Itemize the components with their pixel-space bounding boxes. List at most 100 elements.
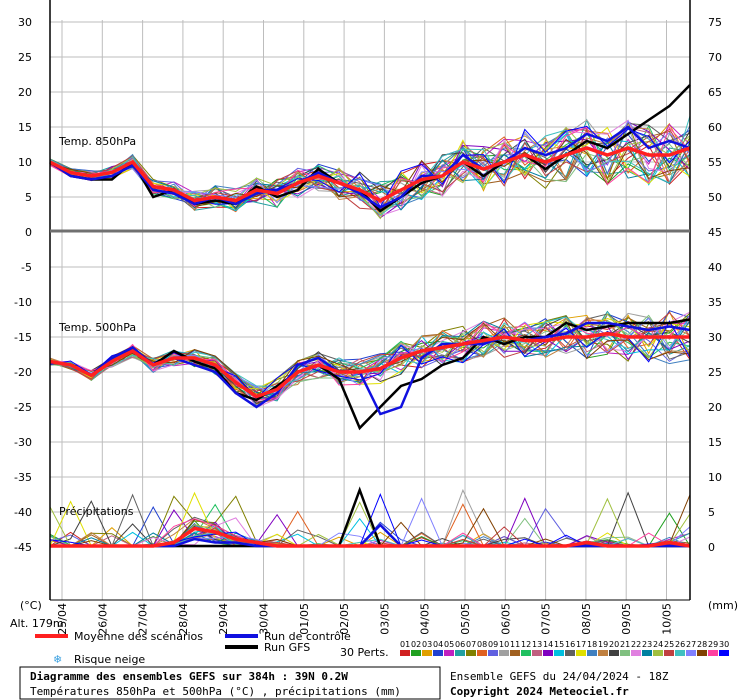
panel-label-t850: Temp. 850hPa (58, 135, 136, 148)
right-tick-label: 25 (708, 366, 722, 379)
member-legend-swatch (587, 650, 597, 656)
member-legend-label: 12 (521, 640, 531, 649)
member-legend-label: 15 (554, 640, 564, 649)
member-legend-label: 30 (719, 640, 729, 649)
legend-mean-label: Moyenne des scénarios (74, 630, 203, 643)
member-legend-swatch (565, 650, 575, 656)
member-legend-label: 27 (686, 640, 696, 649)
mean-line-t850 (49, 146, 691, 203)
chart-subtitle: Températures 850hPa et 500hPa (°C) , pré… (30, 685, 401, 698)
right-tick-label: 20 (708, 401, 722, 414)
x-tick-label: 27/04 (137, 603, 150, 635)
member-legend-swatch (697, 650, 707, 656)
member-legend-swatch (554, 650, 564, 656)
right-tick-label: 0 (708, 541, 715, 554)
right-tick-label: 30 (708, 331, 722, 344)
member-legend-swatch (433, 650, 443, 656)
member-legend-swatch (422, 650, 432, 656)
right-tick-label: 70 (708, 51, 722, 64)
member-legend-label: 13 (532, 640, 542, 649)
member-legend-label: 04 (433, 640, 443, 649)
title-box (19, 666, 441, 700)
x-tick-label: 28/04 (177, 603, 190, 635)
member-legend-label: 29 (708, 640, 718, 649)
x-axis-ticks: 25/04 26/04 27/04 28/04 29/04 30/04 01/05 02/05… (56, 603, 674, 635)
member-legend-label: 05 (444, 640, 454, 649)
left-axis-unit: (°C) (20, 599, 42, 612)
member-legend-label: 19 (598, 640, 608, 649)
member-line-t500 (49, 311, 691, 409)
member-legend-label: 17 (576, 640, 586, 649)
left-tick-label: -45 (14, 541, 32, 554)
member-legend-label: 28 (697, 640, 707, 649)
legend-control-label: Run de contrôle (264, 630, 351, 643)
mean-line-t500 (49, 331, 690, 399)
left-tick-label: -35 (14, 471, 32, 484)
left-tick-label: 15 (18, 121, 32, 134)
member-legend-label: 16 (565, 640, 575, 649)
member-legend-label: 24 (653, 640, 663, 649)
main-series (49, 84, 691, 548)
member-legend-swatch (400, 650, 410, 656)
right-axis-unit: (mm) (708, 599, 738, 612)
member-legend-swatch (455, 650, 465, 656)
member-legend-label: 07 (466, 640, 476, 649)
member-legend-swatch (631, 650, 641, 656)
member-legend-label: 08 (477, 640, 487, 649)
member-legend-label: 21 (620, 640, 630, 649)
x-tick-label: 26/04 (96, 603, 109, 635)
member-legend-swatch (576, 650, 586, 656)
left-tick-label: -25 (14, 401, 32, 414)
member-legend-swatch (543, 650, 553, 656)
member-legend-swatch (620, 650, 630, 656)
member-legend-swatch (719, 650, 729, 656)
member-legend: 01 02 03 04 05 06 07 08 09 10 11 12 13 14 15 16 17 18 19 20… (400, 640, 729, 656)
legend-snow-label: Risque neige (74, 653, 145, 666)
member-legend-swatch (488, 650, 498, 656)
x-tick-label: 05/05 (459, 603, 472, 635)
chart-title: Diagramme des ensembles GEFS sur 384h : … (30, 670, 348, 683)
right-tick-label: 40 (708, 261, 722, 274)
member-legend-swatch (664, 650, 674, 656)
member-legend-swatch (499, 650, 509, 656)
right-tick-label: 75 (708, 16, 722, 29)
right-tick-label: 55 (708, 156, 722, 169)
member-line-t500 (49, 316, 691, 401)
x-tick-label: 04/05 (419, 603, 432, 635)
left-tick-label: 10 (18, 156, 32, 169)
member-legend-label: 14 (543, 640, 553, 649)
member-legend-swatch (510, 650, 520, 656)
left-axis-ticks: 30 25 20 15 10 5 0 -5 -10 -15 -20 -25 -30 -35 -40 -45 (14, 16, 32, 554)
legend-gfs-label: Run GFS (264, 641, 310, 654)
panel-label-t500: Temp. 500hPa (58, 321, 136, 334)
member-legend-label: 18 (587, 640, 597, 649)
member-legend-swatch (444, 650, 454, 656)
member-legend-swatch (675, 650, 685, 656)
member-legend-swatch (477, 650, 487, 656)
member-legend-label: 20 (609, 640, 619, 649)
right-tick-label: 35 (708, 296, 722, 309)
right-tick-label: 10 (708, 471, 722, 484)
member-legend-swatch (642, 650, 652, 656)
x-tick-label: 08/05 (580, 603, 593, 635)
x-tick-label: 02/05 (338, 603, 351, 635)
right-tick-label: 60 (708, 121, 722, 134)
altitude-label: Alt. 179m (10, 617, 64, 630)
x-tick-label: 30/04 (258, 603, 271, 635)
left-tick-label: 5 (25, 191, 32, 204)
left-tick-label: -30 (14, 436, 32, 449)
x-tick-label: 07/05 (540, 603, 553, 635)
control-line-t850 (49, 125, 691, 209)
x-tick-label: 06/05 (499, 603, 512, 635)
left-tick-label: 0 (25, 226, 32, 239)
member-line-t500 (49, 310, 691, 400)
member-legend-swatch (521, 650, 531, 656)
left-tick-label: 20 (18, 86, 32, 99)
left-tick-label: 25 (18, 51, 32, 64)
member-legend-label: 10 (499, 640, 509, 649)
plot-frame (49, 0, 691, 601)
x-tick-label: 01/05 (298, 603, 311, 635)
right-tick-label: 65 (708, 86, 722, 99)
